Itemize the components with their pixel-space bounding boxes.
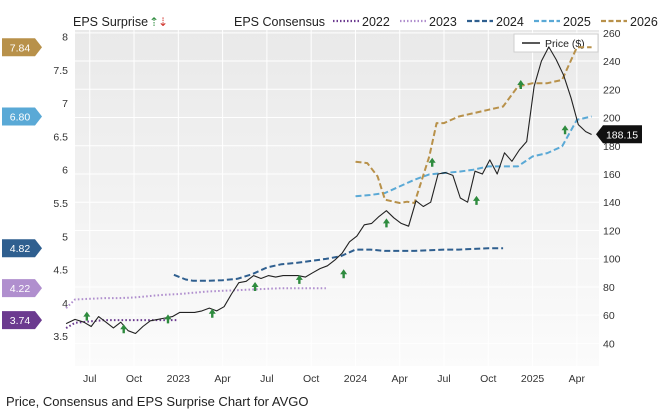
x-tick-label: Apr <box>214 373 231 385</box>
left-badge: 6.80 <box>2 107 42 126</box>
right-tick-label: 100 <box>603 254 621 266</box>
left-badge-label: 7.84 <box>10 42 31 54</box>
left-badge: 4.22 <box>2 279 42 298</box>
x-tick-label: 2025 <box>521 373 545 385</box>
eps-surprise-markers <box>83 80 569 334</box>
eps-surprise-up-arrow-icon <box>120 324 128 334</box>
x-tick-label: Jul <box>437 373 450 385</box>
left-badge-shape <box>2 107 42 126</box>
left-badge-shape <box>2 239 42 258</box>
x-tick-label: Oct <box>126 373 142 385</box>
legend-eps-consensus-label: EPS Consensus <box>234 15 325 29</box>
legend-label-2026: 2026 <box>630 15 658 29</box>
x-tick-label: Apr <box>569 373 586 385</box>
chart-caption: Price, Consensus and EPS Surprise Chart … <box>6 394 309 409</box>
left-badge-shape <box>2 311 42 330</box>
legend-label-2025: 2025 <box>563 15 591 29</box>
x-tick-label: Oct <box>303 373 319 385</box>
eps-surprise-up-arrow-icon <box>251 281 259 291</box>
left-tick-label: 8 <box>62 32 68 44</box>
eps-surprise-up-arrow-icon <box>561 125 569 135</box>
left-tick-label: 7.5 <box>53 65 68 77</box>
left-tick-label: 6 <box>62 165 68 177</box>
series-line-2025 <box>355 115 592 198</box>
value-badges: 7.84 6.80 4.82 4.22 3.74 188.15 <box>2 38 642 330</box>
left-badge-label: 4.82 <box>10 243 31 255</box>
right-tick-label: 240 <box>603 56 621 68</box>
right-price-badge-shape <box>596 125 642 144</box>
legend-series-entries: 2022 2023 2024 2025 2026 <box>333 15 658 29</box>
eps-surprise-up-arrow-icon <box>382 218 390 228</box>
left-tick-label: 5.5 <box>53 198 68 210</box>
right-tick-label: 200 <box>603 113 621 125</box>
right-tick-label: 220 <box>603 84 621 96</box>
series-line-price <box>65 46 592 335</box>
eps-surprise-up-arrow-icon <box>295 274 303 284</box>
legend-label-2024: 2024 <box>496 15 524 29</box>
left-badge-label: 3.74 <box>10 315 31 327</box>
legend: EPS Surprise ⇡ ⇣ EPS Consensus 2022 2023 2… <box>73 15 658 29</box>
series-line-2024 <box>173 247 504 282</box>
surprise-up-arrow-icon: ⇡ <box>149 15 159 29</box>
series-line-2026 <box>355 46 592 204</box>
eps-surprise-up-arrow-icon <box>428 157 436 167</box>
left-badge-label: 6.80 <box>10 111 31 123</box>
left-badge: 4.82 <box>2 239 42 258</box>
right-price-badge-label: 188.15 <box>606 129 638 141</box>
left-tick-label: 6.5 <box>53 131 68 143</box>
left-tick-label: 5 <box>62 231 68 243</box>
eps-surprise-up-arrow-icon <box>472 195 480 205</box>
eps-surprise-up-arrow-icon <box>83 311 91 321</box>
series <box>65 46 592 335</box>
eps-surprise-up-arrow-icon <box>208 308 216 318</box>
eps-surprise-up-arrow-icon <box>517 80 525 90</box>
left-tick-label: 4 <box>62 298 68 310</box>
x-tick-label: 2024 <box>344 373 368 385</box>
left-badge-shape <box>2 279 42 298</box>
right-tick-label: 60 <box>603 310 615 322</box>
x-tick-label: Jul <box>260 373 273 385</box>
legend-label-2022: 2022 <box>362 15 390 29</box>
left-tick-label: 3.5 <box>53 331 68 343</box>
right-price-badge: 188.15 <box>596 125 642 144</box>
right-tick-label: 180 <box>603 141 621 153</box>
price-legend-label: Price ($) <box>545 38 585 50</box>
surprise-down-arrow-icon: ⇣ <box>158 15 168 29</box>
eps-chart: EPS Surprise ⇡ ⇣ EPS Consensus 2022 2023 2… <box>2 15 658 385</box>
right-tick-label: 80 <box>603 282 615 294</box>
legend-eps-surprise-label: EPS Surprise <box>73 15 148 29</box>
left-badge-label: 4.22 <box>10 283 31 295</box>
x-tick-label: Oct <box>480 373 496 385</box>
eps-surprise-up-arrow-icon <box>340 269 348 279</box>
x-tick-label: Jul <box>83 373 96 385</box>
left-tick-label: 7 <box>62 98 68 110</box>
series-line-2022 <box>65 319 179 329</box>
right-tick-label: 260 <box>603 28 621 40</box>
grid <box>75 30 599 366</box>
price-legend-box <box>513 33 599 53</box>
axes: 40 60 80 100 120 140 160 180 200 220 240 260 3.5 4 4.5… <box>53 28 620 385</box>
plot-area <box>75 30 599 366</box>
x-tick-label: 2023 <box>167 373 191 385</box>
x-tick-label: Apr <box>392 373 409 385</box>
right-tick-label: 40 <box>603 338 615 350</box>
legend-label-2023: 2023 <box>429 15 457 29</box>
price-legend: Price ($) <box>513 33 599 53</box>
left-tick-label: 4.5 <box>53 265 68 277</box>
right-tick-label: 160 <box>603 169 621 181</box>
eps-surprise-up-arrow-icon <box>164 314 172 324</box>
right-tick-label: 120 <box>603 225 621 237</box>
right-tick-label: 140 <box>603 197 621 209</box>
left-badge: 7.84 <box>2 38 42 57</box>
left-badge: 3.74 <box>2 311 42 330</box>
series-line-2023 <box>65 287 326 309</box>
left-badge-shape <box>2 38 42 57</box>
